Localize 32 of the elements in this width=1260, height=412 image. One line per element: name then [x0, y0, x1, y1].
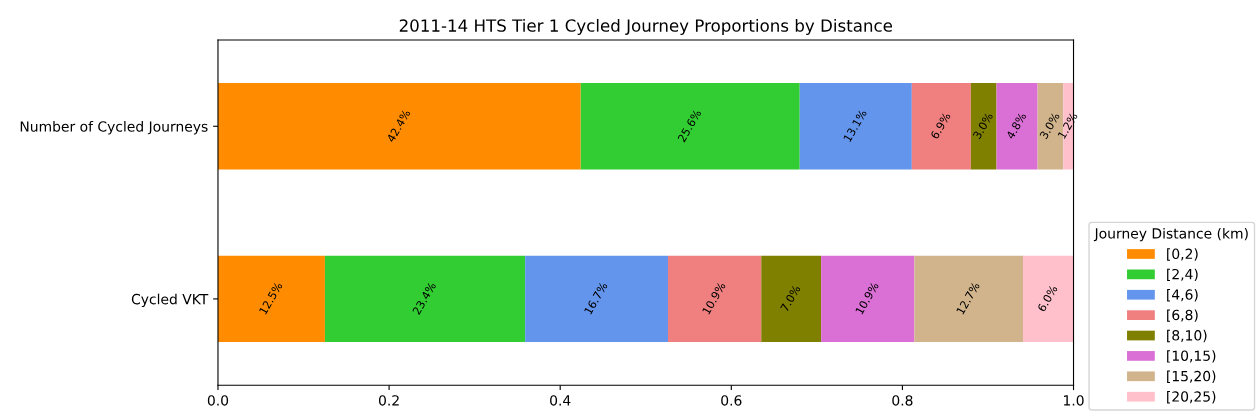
- x-tick-label: 0.8: [892, 395, 913, 406]
- bar: [996, 83, 1038, 170]
- y-tick-label: Number of Cycled Journeys: [20, 121, 208, 135]
- legend-label: [10,15): [1167, 350, 1216, 363]
- legend-label: [20,25): [1167, 390, 1216, 404]
- bar: [1023, 255, 1074, 343]
- legend-label: [4,6): [1167, 289, 1198, 302]
- bar: [667, 255, 762, 343]
- bar: [525, 255, 668, 343]
- bar: [821, 255, 915, 343]
- bar: [799, 83, 912, 170]
- legend-label: [15,20): [1167, 370, 1216, 383]
- legend-label: [2,4): [1167, 268, 1198, 282]
- x-tick-label: 0.6: [721, 395, 742, 406]
- bar: [761, 255, 822, 343]
- chart-title: 2011-14 HTS Tier 1 Cycled Journey Proportions by Distance: [399, 18, 893, 36]
- x-tick-label: 0.2: [378, 395, 399, 406]
- bar: [970, 83, 997, 170]
- bar: [217, 83, 581, 170]
- x-tick-label: 1.0: [1064, 395, 1084, 406]
- x-tick-label: 0.0: [207, 395, 229, 406]
- bar: [580, 83, 800, 170]
- bar: [324, 255, 526, 343]
- x-tick-label: 0.4: [550, 395, 571, 406]
- legend-label: [0,2): [1167, 248, 1198, 261]
- y-tick-label: Cycled VKT: [131, 293, 209, 308]
- bar: [911, 83, 971, 170]
- legend-title: Journey Distance (km): [1093, 227, 1248, 242]
- legend-label: [6,8): [1167, 309, 1198, 322]
- legend-label: [8,10): [1167, 329, 1207, 343]
- bar: [914, 255, 1024, 343]
- bar: [217, 255, 325, 343]
